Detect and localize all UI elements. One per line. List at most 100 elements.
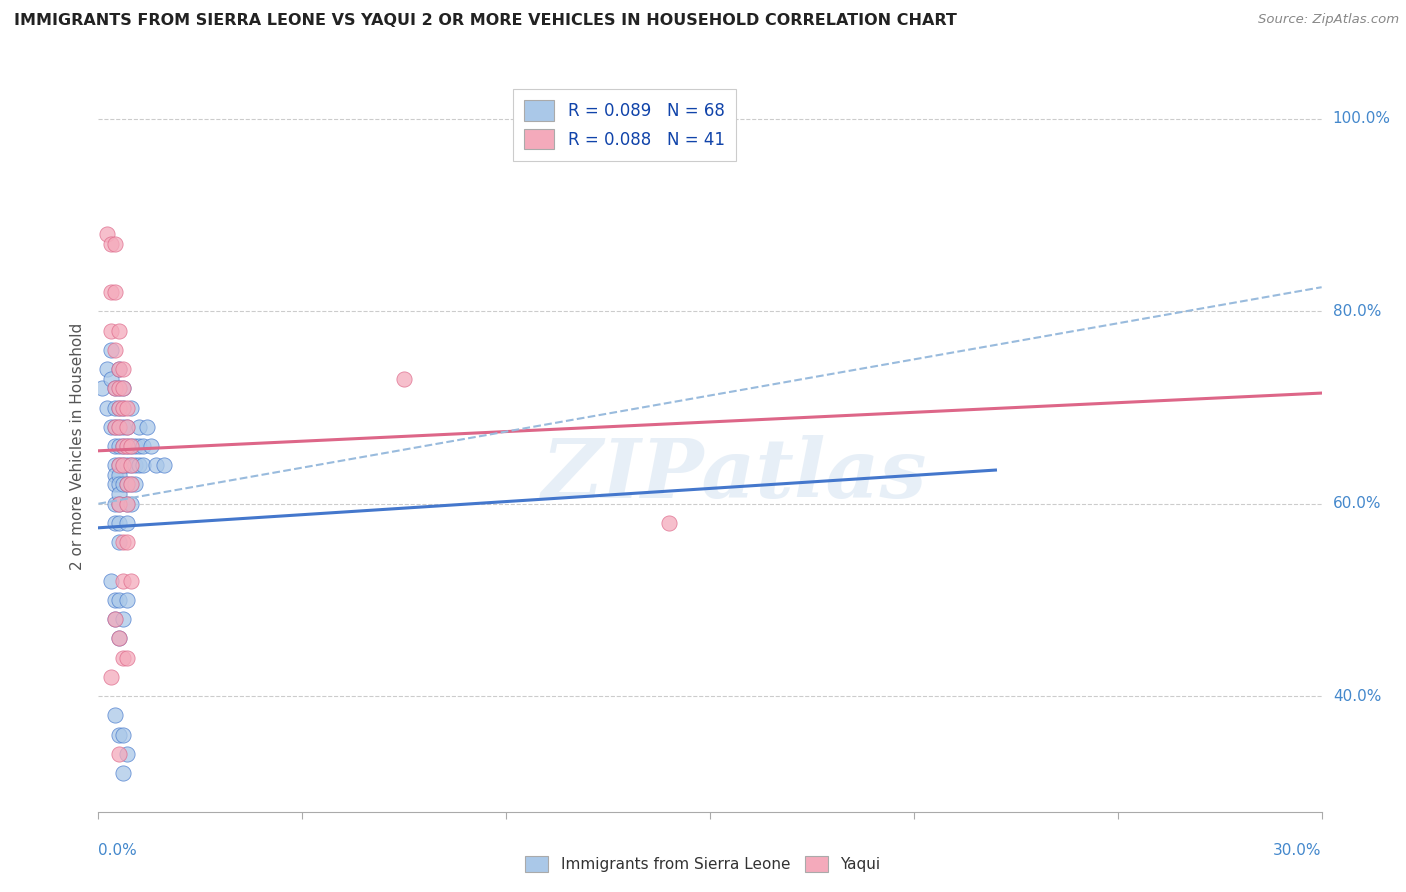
Point bbox=[111, 535, 134, 549]
Point bbox=[100, 324, 122, 338]
Point bbox=[111, 381, 134, 395]
Point bbox=[104, 593, 127, 607]
Point bbox=[128, 419, 150, 434]
Point bbox=[108, 381, 131, 395]
Point bbox=[96, 401, 118, 415]
Point bbox=[104, 516, 127, 530]
Text: 100.0%: 100.0% bbox=[1333, 112, 1391, 127]
Point bbox=[115, 439, 138, 453]
Point bbox=[115, 593, 138, 607]
Legend: R = 0.089   N = 68, R = 0.088   N = 41: R = 0.089 N = 68, R = 0.088 N = 41 bbox=[513, 88, 737, 161]
Point bbox=[111, 458, 134, 473]
Point bbox=[115, 477, 138, 491]
Point bbox=[104, 343, 127, 357]
Point bbox=[658, 516, 681, 530]
Point bbox=[120, 477, 142, 491]
Point bbox=[108, 419, 131, 434]
Point bbox=[104, 467, 127, 482]
Point bbox=[111, 574, 134, 588]
Point bbox=[111, 419, 134, 434]
Point bbox=[111, 477, 134, 491]
Point bbox=[108, 497, 131, 511]
Point bbox=[136, 419, 159, 434]
Text: Source: ZipAtlas.com: Source: ZipAtlas.com bbox=[1258, 13, 1399, 27]
Text: 30.0%: 30.0% bbox=[1274, 843, 1322, 858]
Point bbox=[104, 439, 127, 453]
Point bbox=[120, 458, 142, 473]
Point bbox=[100, 574, 122, 588]
Point bbox=[104, 477, 127, 491]
Point bbox=[108, 458, 131, 473]
Point bbox=[108, 362, 131, 376]
Point bbox=[111, 401, 134, 415]
Point bbox=[100, 419, 122, 434]
Point bbox=[120, 574, 142, 588]
Point bbox=[108, 362, 131, 376]
Text: 0.0%: 0.0% bbox=[98, 843, 138, 858]
Point bbox=[108, 381, 131, 395]
Point bbox=[104, 419, 127, 434]
Point bbox=[111, 362, 134, 376]
Point bbox=[96, 227, 118, 242]
Point bbox=[104, 708, 127, 723]
Point bbox=[108, 487, 131, 501]
Point bbox=[128, 458, 150, 473]
Point bbox=[108, 324, 131, 338]
Point bbox=[115, 535, 138, 549]
Point bbox=[100, 670, 122, 684]
Text: 80.0%: 80.0% bbox=[1333, 304, 1381, 318]
Point bbox=[104, 419, 127, 434]
Point bbox=[108, 419, 131, 434]
Point bbox=[111, 766, 134, 780]
Y-axis label: 2 or more Vehicles in Household: 2 or more Vehicles in Household bbox=[70, 322, 86, 570]
Point bbox=[104, 236, 127, 251]
Point bbox=[96, 362, 118, 376]
Point bbox=[120, 401, 142, 415]
Point bbox=[100, 343, 122, 357]
Point bbox=[104, 285, 127, 299]
Point bbox=[104, 458, 127, 473]
Point bbox=[100, 285, 122, 299]
Point bbox=[108, 467, 131, 482]
Point bbox=[108, 593, 131, 607]
Text: 40.0%: 40.0% bbox=[1333, 689, 1381, 704]
Point bbox=[108, 401, 131, 415]
Point bbox=[132, 439, 155, 453]
Point bbox=[120, 458, 142, 473]
Point bbox=[104, 381, 127, 395]
Point bbox=[124, 439, 146, 453]
Point bbox=[108, 439, 131, 453]
Point bbox=[108, 401, 131, 415]
Point bbox=[100, 236, 122, 251]
Point bbox=[111, 439, 134, 453]
Point bbox=[115, 747, 138, 761]
Point bbox=[111, 458, 134, 473]
Point bbox=[128, 439, 150, 453]
Point bbox=[115, 497, 138, 511]
Point bbox=[115, 401, 138, 415]
Point bbox=[100, 371, 122, 385]
Point bbox=[108, 516, 131, 530]
Point bbox=[115, 458, 138, 473]
Text: IMMIGRANTS FROM SIERRA LEONE VS YAQUI 2 OR MORE VEHICLES IN HOUSEHOLD CORRELATIO: IMMIGRANTS FROM SIERRA LEONE VS YAQUI 2 … bbox=[14, 13, 957, 29]
Point bbox=[141, 439, 163, 453]
Point bbox=[104, 612, 127, 626]
Text: ZIPatlas: ZIPatlas bbox=[541, 435, 927, 516]
Point bbox=[120, 439, 142, 453]
Point bbox=[152, 458, 174, 473]
Point bbox=[124, 458, 146, 473]
Point bbox=[108, 632, 131, 646]
Point bbox=[115, 419, 138, 434]
Point bbox=[108, 747, 131, 761]
Point bbox=[108, 477, 131, 491]
Point bbox=[115, 650, 138, 665]
Point bbox=[132, 458, 155, 473]
Point bbox=[145, 458, 167, 473]
Legend: Immigrants from Sierra Leone, Yaqui: Immigrants from Sierra Leone, Yaqui bbox=[517, 848, 889, 880]
Point bbox=[115, 419, 138, 434]
Point bbox=[104, 497, 127, 511]
Point bbox=[108, 535, 131, 549]
Point bbox=[111, 381, 134, 395]
Point bbox=[120, 477, 142, 491]
Point bbox=[392, 371, 416, 385]
